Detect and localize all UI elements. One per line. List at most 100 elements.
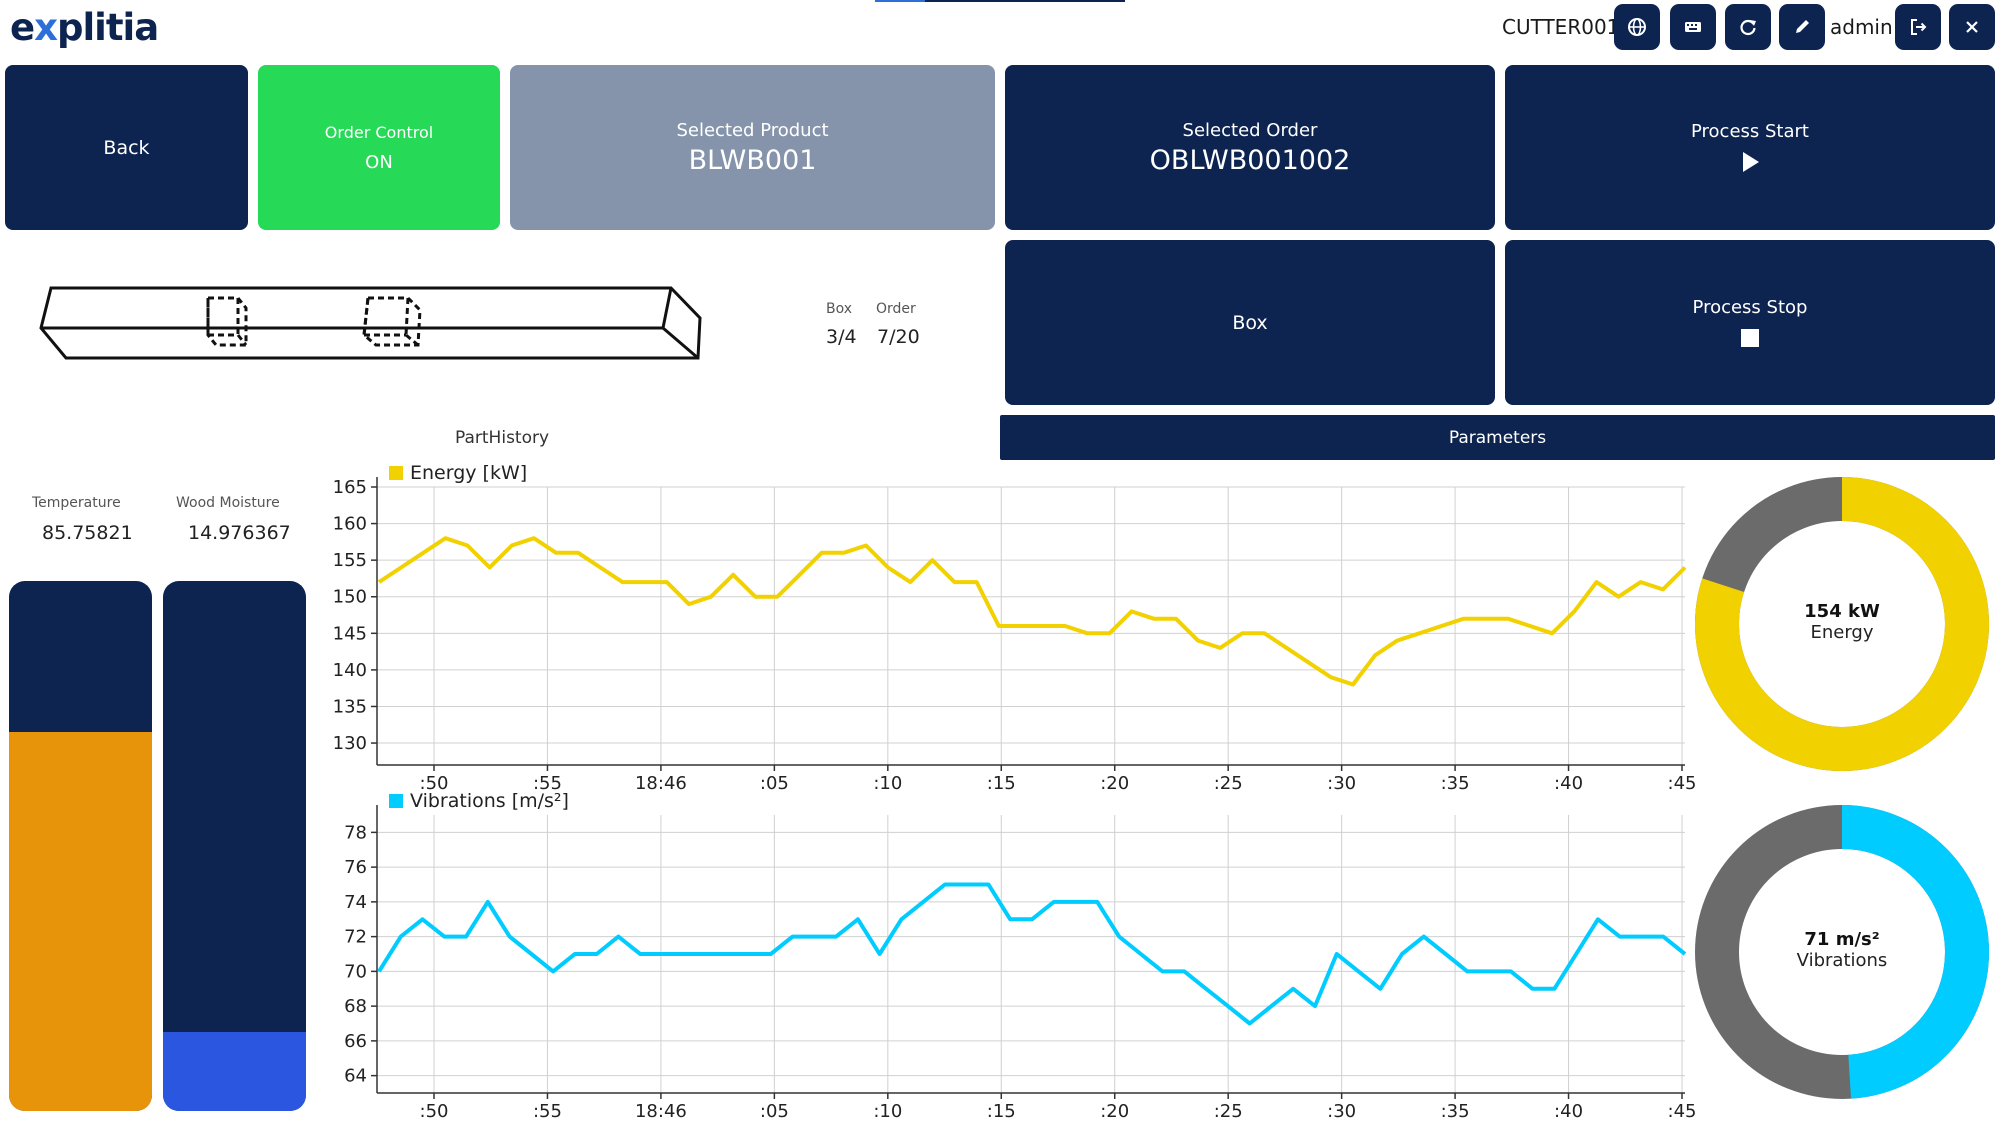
moisture-label: Wood Moisture: [176, 495, 280, 511]
close-button[interactable]: [1949, 4, 1995, 50]
energy-chart: 130 135 140 145 150 155 160 165:50:55 18:46:05:1…: [333, 462, 1697, 794]
energy-y-tick-label: 145: [333, 623, 367, 644]
vibrations-x-tick-label: 18:46: [635, 1101, 687, 1122]
energy-legend-swatch: [389, 466, 403, 480]
selected-product-label: Selected Product: [676, 119, 829, 141]
logout-icon: [1911, 19, 1927, 35]
vibrations-donut-value: 71 m/s²: [1804, 929, 1880, 950]
energy-x-tick-label: 18:46: [635, 773, 687, 794]
temperature-label: Temperature: [32, 495, 121, 511]
process-stop-label: Process Stop: [1692, 297, 1808, 318]
vibrations-y-tick-label: 68: [344, 996, 367, 1017]
vibrations-y-tick-label: 66: [344, 1031, 367, 1052]
energy-y-tick-label: 130: [333, 733, 367, 754]
back-label: Back: [103, 136, 150, 159]
energy-x-tick-label: :15: [987, 773, 1016, 794]
parameters-button[interactable]: Parameters: [1000, 415, 1995, 460]
process-start-button[interactable]: Process Start: [1505, 65, 1995, 230]
vibrations-x-tick-label: :55: [533, 1101, 562, 1122]
selected-order-label: Selected Order: [1182, 119, 1318, 141]
temperature-gauge-fill: [9, 732, 152, 1111]
energy-donut-name: Energy: [1810, 622, 1874, 643]
energy-donut-value-arc: [1695, 477, 1989, 771]
vibrations-y-tick-label: 78: [344, 822, 367, 843]
energy-series-line: [377, 536, 1687, 687]
vibrations-series-line: [377, 882, 1687, 1026]
energy-x-tick-label: :50: [420, 773, 449, 794]
energy-y-tick-label: 155: [333, 550, 367, 571]
energy-y-tick-label: 160: [333, 514, 367, 535]
selected-product-value: BLWB001: [688, 144, 817, 176]
device-name: CUTTER001: [1502, 15, 1620, 39]
globe-icon: [1628, 18, 1646, 36]
energy-x-tick-label: :30: [1327, 773, 1356, 794]
order-count-label: Order: [876, 301, 916, 317]
vibrations-x-tick-label: :20: [1100, 1101, 1129, 1122]
vibrations-x-tick-label: :40: [1554, 1101, 1583, 1122]
energy-y-tick-label: 150: [333, 587, 367, 608]
part-drawing: [39, 286, 702, 360]
selected-order-button[interactable]: Selected Order OBLWB001002: [1005, 65, 1495, 230]
order-control-label: Order Control: [324, 122, 434, 142]
energy-donut: [1695, 477, 1989, 771]
refresh-button[interactable]: [1725, 4, 1771, 50]
energy-x-tick-label: :10: [873, 773, 902, 794]
energy-donut-value: 154 kW: [1804, 601, 1880, 622]
vibrations-x-tick-label: :25: [1214, 1101, 1243, 1122]
vibrations-chart: 64 66 68 70 72 74 76 78:50:55 18:46:05:10:15:20:…: [344, 790, 1697, 1122]
box-label: Box: [1232, 311, 1268, 334]
vibrations-x-tick-label: :45: [1668, 1101, 1697, 1122]
stop-icon: [1741, 329, 1759, 347]
energy-y-tick-label: 140: [333, 660, 367, 681]
edit-icon: [1796, 20, 1809, 33]
part-history-link[interactable]: PartHistory: [455, 428, 550, 448]
close-icon: [1966, 21, 1978, 33]
vibrations-x-tick-label: :30: [1327, 1101, 1356, 1122]
edit-button[interactable]: [1779, 4, 1825, 50]
refresh-icon: [1740, 19, 1756, 36]
language-button[interactable]: [1614, 4, 1660, 50]
vibrations-donut-label: 71 m/s² Vibrations: [1692, 929, 1992, 971]
explitia-logo: explitia: [10, 6, 159, 49]
keyboard-icon: [1685, 22, 1701, 32]
moisture-gauge-fill: [163, 1031, 306, 1111]
selected-order-value: OBLWB001002: [1149, 144, 1351, 176]
box-button[interactable]: Box: [1005, 240, 1495, 405]
selected-product-button[interactable]: Selected Product BLWB001: [510, 65, 995, 230]
vibrations-legend-swatch: [389, 794, 403, 808]
energy-x-tick-label: :40: [1554, 773, 1583, 794]
vibrations-x-tick-label: :35: [1441, 1101, 1470, 1122]
energy-x-tick-label: :25: [1214, 773, 1243, 794]
process-stop-button[interactable]: Process Stop: [1505, 240, 1995, 405]
vibrations-donut-name: Vibrations: [1796, 950, 1888, 971]
user-name: admin: [1830, 15, 1893, 39]
moisture-gauge: [163, 581, 306, 1111]
vibrations-y-tick-label: 64: [344, 1066, 367, 1087]
temperature-gauge: [9, 581, 152, 1111]
moisture-value: 14.976367: [188, 522, 291, 544]
back-button[interactable]: Back: [5, 65, 248, 230]
vibrations-y-tick-label: 76: [344, 857, 367, 878]
energy-legend-label: Energy [kW]: [410, 462, 527, 484]
vibrations-y-tick-label: 72: [344, 927, 367, 948]
energy-y-tick-label: 135: [333, 696, 367, 717]
energy-x-tick-label: :20: [1100, 773, 1129, 794]
temperature-value: 85.75821: [42, 522, 133, 544]
vibrations-x-tick-label: :05: [760, 1101, 789, 1122]
order-control-toggle[interactable]: Order Control ON: [258, 65, 500, 230]
order-count-value: 7/20: [877, 326, 920, 348]
vibrations-x-tick-label: :15: [987, 1101, 1016, 1122]
energy-x-tick-label: :55: [533, 773, 562, 794]
logout-button[interactable]: [1895, 4, 1941, 50]
vibrations-y-tick-label: 74: [344, 892, 367, 913]
energy-x-tick-label: :35: [1441, 773, 1470, 794]
vibrations-x-tick-label: :50: [420, 1101, 449, 1122]
keyboard-button[interactable]: [1670, 4, 1716, 50]
vibrations-legend-label: Vibrations [m/s²]: [410, 790, 569, 812]
vibrations-x-tick-label: :10: [873, 1101, 902, 1122]
cut-box-2: [362, 296, 422, 347]
order-control-state: ON: [365, 151, 393, 173]
process-start-label: Process Start: [1691, 121, 1809, 142]
box-count-label: Box: [826, 301, 853, 317]
energy-x-tick-label: :05: [760, 773, 789, 794]
